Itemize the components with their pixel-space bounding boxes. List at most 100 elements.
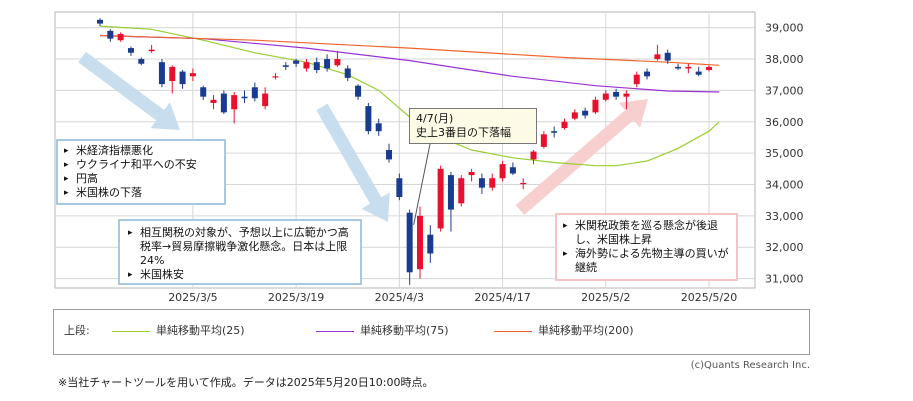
annotation-item: ウクライナ和平への不安 bbox=[64, 158, 218, 172]
candle-body bbox=[313, 62, 320, 71]
candle-body bbox=[158, 62, 165, 85]
candle-body bbox=[571, 112, 578, 119]
candle-body bbox=[97, 19, 103, 24]
x-tick-label: 2025/4/17 bbox=[474, 291, 530, 304]
candle-body bbox=[396, 178, 403, 198]
candle-body bbox=[251, 87, 258, 99]
candle-body bbox=[633, 74, 640, 85]
down-arrow-1 bbox=[78, 51, 180, 130]
candle-body bbox=[706, 66, 712, 71]
candle-body bbox=[355, 85, 362, 97]
candle-body bbox=[262, 93, 269, 107]
x-tick-label: 2025/3/19 bbox=[268, 291, 324, 304]
candle-body bbox=[406, 212, 413, 273]
callout-date: 4/7(月) bbox=[416, 112, 454, 125]
annotation-item: 円高 bbox=[64, 172, 218, 186]
candle-body bbox=[303, 62, 310, 69]
axis-labels: 31,000 32,000 33,000 34,000 35,000 36,000 37,0… bbox=[168, 22, 803, 304]
copyright: (c)Quants Research Inc. bbox=[690, 360, 810, 371]
candle-body bbox=[138, 59, 145, 64]
ma-line bbox=[99, 34, 720, 93]
annotation-item: 相互関税の対象が、予想以上に広範かつ高税率→貿易摩擦戦争激化懸念。日本は上限24… bbox=[128, 226, 352, 268]
candle-body bbox=[561, 121, 568, 129]
y-tick-label: 39,000 bbox=[765, 22, 804, 35]
candle-body bbox=[241, 96, 248, 99]
legend-swatch-ma25 bbox=[112, 330, 150, 332]
candle-body bbox=[148, 49, 155, 52]
candle-body bbox=[272, 76, 279, 78]
legend-label-ma25: 単純移動平均(25) bbox=[156, 324, 245, 337]
x-tick-label: 2025/4/3 bbox=[375, 291, 424, 304]
candle-body bbox=[489, 178, 496, 188]
legend-swatch-ma200 bbox=[494, 330, 532, 332]
candle-body bbox=[644, 71, 651, 77]
x-tick-label: 2025/3/5 bbox=[168, 291, 217, 304]
candle-body bbox=[592, 99, 599, 113]
down-arrow-2 bbox=[316, 103, 390, 222]
annotation-recovery: 米関税政策を巡る懸念が後退し、米国株上昇 海外勢による先物主導の買いが継続 bbox=[555, 213, 738, 281]
legend-prefix: 上段: bbox=[64, 324, 90, 337]
candle-body bbox=[582, 110, 589, 116]
ma-line bbox=[99, 34, 720, 66]
candle-body bbox=[509, 167, 516, 174]
annotation-macro-factors: 米経済指標悪化 ウクライナ和平への不安 円高 米国株の下落 bbox=[56, 139, 226, 205]
candle-body bbox=[169, 66, 176, 81]
candle-body bbox=[200, 87, 207, 97]
x-tick-label: 2025/5/20 bbox=[681, 291, 737, 304]
y-tick-label: 31,000 bbox=[765, 273, 804, 286]
footnote: ※当社チャートツールを用いて作成。データは2025年5月20日10:00時点。 bbox=[58, 376, 434, 389]
candle-body bbox=[540, 134, 547, 147]
candle-body bbox=[117, 33, 124, 41]
y-tick-label: 37,000 bbox=[765, 84, 804, 97]
annotation-item: 海外勢による先物主導の買いが継続 bbox=[563, 247, 730, 275]
candle-body bbox=[520, 182, 527, 185]
candle-body bbox=[654, 54, 661, 60]
y-tick-label: 35,000 bbox=[765, 147, 804, 160]
candle-body bbox=[416, 215, 423, 270]
candle-body bbox=[365, 106, 372, 132]
candle-body bbox=[685, 66, 692, 69]
candle-body bbox=[447, 175, 454, 210]
legend-ma25: 単純移動平均(25) bbox=[112, 322, 245, 338]
candle-body bbox=[664, 52, 671, 61]
candle-body bbox=[375, 123, 382, 132]
candle-body bbox=[179, 71, 186, 85]
legend-label-ma75: 単純移動平均(75) bbox=[360, 324, 449, 337]
candle-body bbox=[282, 65, 289, 67]
callout-text: 史上3番目の下落幅 bbox=[416, 126, 511, 139]
annotation-item: 米国株の下落 bbox=[64, 186, 218, 200]
candle-body bbox=[468, 171, 475, 176]
annotation-item: 米国株安 bbox=[128, 268, 352, 282]
candle-body bbox=[478, 178, 485, 188]
candle-body bbox=[386, 150, 393, 160]
y-tick-label: 36,000 bbox=[765, 116, 804, 129]
candle-body bbox=[675, 66, 682, 69]
legend: 上段: 単純移動平均(25) 単純移動平均(75) 単純移動平均(200) bbox=[53, 309, 810, 355]
trend-arrows bbox=[78, 51, 648, 222]
candle-body bbox=[695, 71, 702, 75]
up-arrow bbox=[515, 99, 648, 215]
candle-body bbox=[427, 234, 434, 254]
y-tick-label: 34,000 bbox=[765, 179, 804, 192]
legend-swatch-ma75 bbox=[316, 330, 354, 332]
candle-body bbox=[530, 151, 537, 160]
candle-body bbox=[189, 73, 196, 77]
annotation-tariff: 相互関税の対象が、予想以上に広範かつ高税率→貿易摩擦戦争激化懸念。日本は上限24… bbox=[118, 219, 362, 285]
candle-body bbox=[613, 91, 620, 97]
x-tick-label: 2025/5/2 bbox=[581, 291, 630, 304]
candle-body bbox=[127, 48, 134, 53]
y-tick-label: 33,000 bbox=[765, 210, 804, 223]
candle-body bbox=[344, 68, 351, 78]
candle-body bbox=[220, 93, 227, 113]
candle-body bbox=[551, 131, 558, 133]
legend-label-ma200: 単純移動平均(200) bbox=[538, 324, 634, 337]
candle-body bbox=[602, 93, 609, 100]
y-tick-label: 32,000 bbox=[765, 241, 804, 254]
legend-ma200: 単純移動平均(200) bbox=[494, 322, 634, 338]
candle-body bbox=[107, 30, 114, 39]
candle-body bbox=[437, 168, 444, 229]
candle-body bbox=[210, 99, 217, 103]
annotation-item: 米関税政策を巡る懸念が後退し、米国株上昇 bbox=[563, 219, 730, 247]
legend-ma75: 単純移動平均(75) bbox=[316, 322, 449, 338]
